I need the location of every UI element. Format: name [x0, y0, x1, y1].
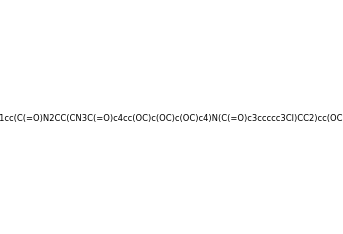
Text: COc1cc(C(=O)N2CC(CN3C(=O)c4cc(OC)c(OC)c(OC)c4)N(C(=O)c3ccccc3Cl)CC2)cc(OC)c1OC: COc1cc(C(=O)N2CC(CN3C(=O)c4cc(OC)c(OC)c(… — [0, 114, 343, 123]
